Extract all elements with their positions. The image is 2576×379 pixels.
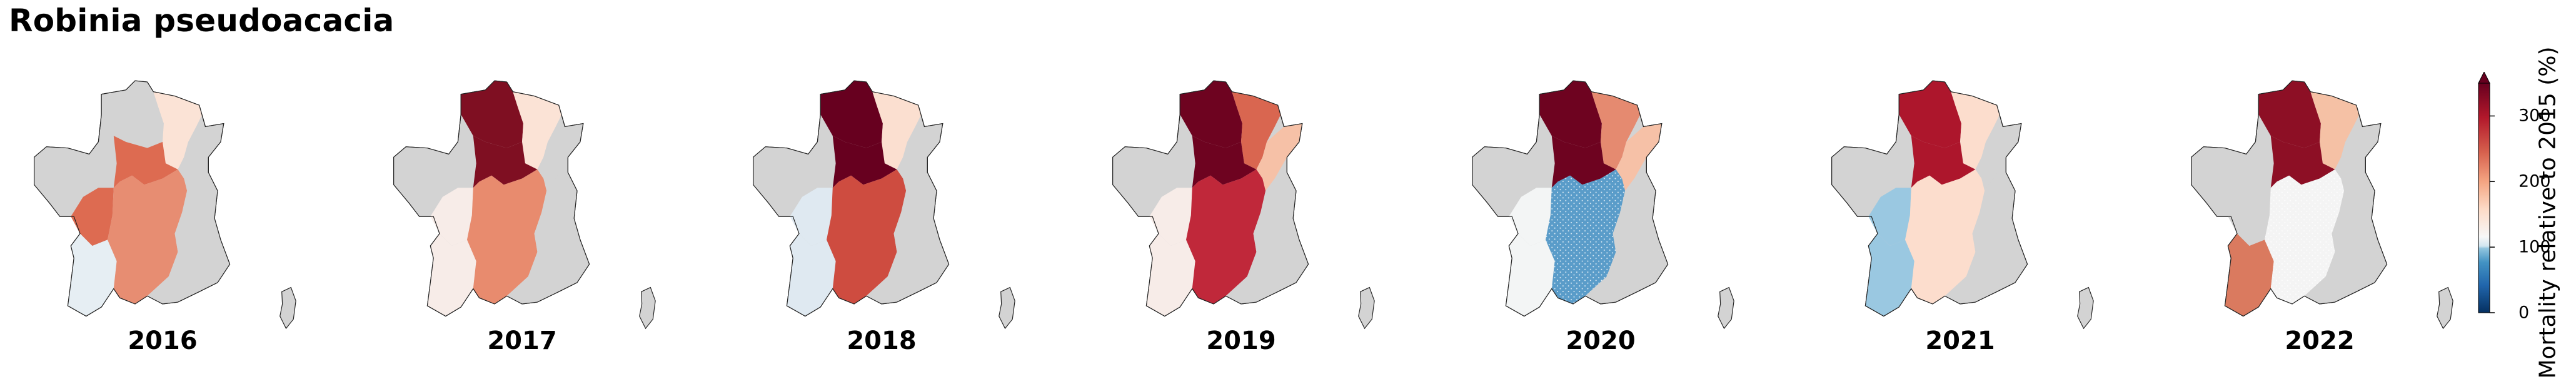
region-southwest [1865, 233, 1914, 316]
france-map [1831, 80, 2094, 330]
region-loire [1868, 188, 1911, 246]
france-map [1112, 80, 1375, 330]
corsica [2077, 286, 2094, 330]
coastline [753, 80, 950, 317]
region-east [1256, 123, 1302, 191]
corsica [999, 286, 1015, 330]
year-label: 2019 [1206, 326, 1276, 355]
region-northeast [513, 91, 562, 169]
region-loire [430, 188, 473, 246]
map-panel-2019: 2019 [1079, 56, 1404, 369]
colorbar-tick-label: 300 [2518, 106, 2551, 126]
coastline [1831, 80, 2028, 317]
france-map [393, 80, 656, 330]
coastline [2191, 80, 2388, 317]
region-northeast [2310, 91, 2360, 169]
region-southwest [427, 233, 476, 316]
region-east [2335, 123, 2381, 191]
region-loire [1149, 188, 1192, 246]
region-center [113, 136, 178, 188]
region-south [506, 172, 590, 304]
region-massif [108, 169, 188, 304]
region-loire [790, 188, 833, 246]
corsica [1718, 286, 1734, 330]
region-south [2304, 172, 2387, 304]
coastline [34, 80, 231, 317]
region-northeast [153, 91, 203, 169]
region-south [1585, 172, 1668, 304]
map-panel-2016: 2016 [0, 56, 325, 369]
region-loire [71, 188, 114, 246]
region-massif [827, 169, 907, 304]
region-north [820, 81, 883, 148]
figure-title: Robinia pseudoacacia [9, 3, 395, 39]
region-northeast [1232, 91, 1281, 169]
region-east [537, 123, 583, 191]
region-north [1899, 81, 1961, 148]
region-southwest [2225, 233, 2274, 316]
map-panel-2017: 2017 [360, 56, 685, 369]
map-panel-2021: 2021 [1798, 56, 2123, 369]
region-south [866, 172, 949, 304]
year-label: 2022 [2285, 326, 2355, 355]
region-east [178, 123, 224, 191]
region-north [101, 81, 164, 148]
region-southwest [787, 233, 836, 316]
colorbar-label: Mortality relative to 2015 (%) [2535, 46, 2561, 379]
colorbar: 0 100 200 300 [2476, 71, 2576, 347]
corsica [639, 286, 656, 330]
region-massif [1186, 169, 1266, 304]
region-east [897, 123, 943, 191]
colorbar-gradient [2478, 71, 2495, 313]
region-southwest [1146, 233, 1195, 316]
region-massif [467, 169, 547, 304]
year-label: 2021 [1925, 326, 1995, 355]
region-east [1975, 123, 2021, 191]
corsica [1358, 286, 1375, 330]
region-northeast [1951, 91, 2000, 169]
region-center [473, 136, 538, 188]
coastline [1112, 80, 1309, 317]
france-map [34, 80, 296, 330]
coastline [1472, 80, 1669, 317]
region-north [2258, 81, 2321, 148]
region-north [1539, 81, 1602, 148]
region-south [1225, 172, 1309, 304]
france-map [1472, 80, 1734, 330]
region-loire [1509, 188, 1552, 246]
year-label: 2016 [128, 326, 198, 355]
region-center [1192, 136, 1257, 188]
map-panel-2018: 2018 [719, 56, 1044, 369]
region-center [2270, 136, 2335, 188]
colorbar-tick-label: 100 [2518, 237, 2551, 257]
colorbar-tick-label: 0 [2518, 303, 2530, 323]
region-southwest [68, 233, 117, 316]
region-southwest [1506, 233, 1555, 316]
region-north [461, 81, 523, 148]
region-loire [2228, 188, 2271, 246]
coastline [393, 80, 590, 317]
map-panel-2022: 2022 [2157, 56, 2482, 369]
region-east [1616, 123, 1662, 191]
region-massif [1905, 169, 1985, 304]
corsica [279, 286, 296, 330]
region-center [832, 136, 897, 188]
year-label: 2020 [1566, 326, 1636, 355]
region-south [147, 172, 230, 304]
france-map [753, 80, 1015, 330]
colorbar-tick-label: 200 [2518, 171, 2551, 191]
region-south [1945, 172, 2028, 304]
region-center [1551, 136, 1616, 188]
year-label: 2018 [847, 326, 917, 355]
region-hatch-massif [1546, 169, 1626, 304]
region-hatch-massif [2265, 169, 2345, 304]
region-center [1911, 136, 1976, 188]
region-north [1180, 81, 1242, 148]
map-panel-2020: 2020 [1438, 56, 1763, 369]
year-label: 2017 [487, 326, 557, 355]
corsica [2437, 286, 2453, 330]
france-map [2191, 80, 2453, 330]
region-northeast [1591, 91, 1641, 169]
region-northeast [872, 91, 922, 169]
